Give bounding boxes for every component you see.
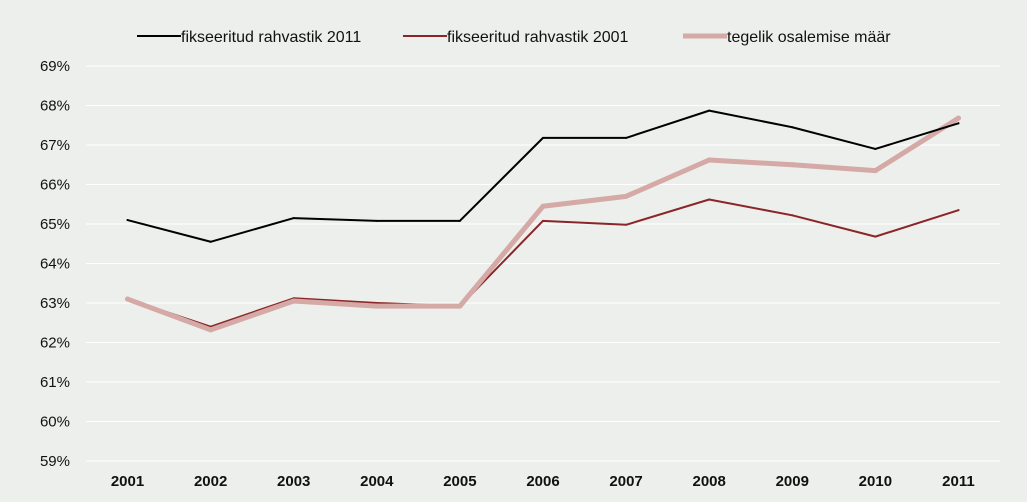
y-tick-label: 69%: [40, 58, 70, 75]
x-tick-label: 2009: [776, 473, 809, 490]
y-tick-label: 68%: [40, 98, 70, 115]
data-point: [542, 219, 544, 222]
x-tick-label: 2006: [526, 473, 559, 490]
data-point: [874, 147, 877, 150]
data-point: [375, 302, 378, 304]
data-point: [375, 219, 378, 222]
data-point: [125, 296, 131, 302]
x-tick-label: 2004: [360, 473, 394, 490]
y-tick-label: 63%: [40, 295, 70, 312]
x-tick-label: 2011: [942, 473, 975, 490]
grid: [86, 65, 1000, 462]
x-tick-label: 2001: [111, 473, 144, 490]
data-point: [291, 298, 297, 304]
data-point: [540, 203, 546, 209]
data-point: [708, 109, 711, 112]
x-axis: 2001 2002 2003 2004 2005 2006 2007 2008 2009 2010…: [111, 473, 975, 490]
data-point: [542, 136, 544, 139]
y-tick-label: 62%: [40, 335, 70, 352]
data-point: [789, 162, 795, 168]
x-tick-label: 2007: [609, 473, 642, 490]
legend-label: tegelik osalemise määr: [727, 29, 891, 46]
data-point: [625, 223, 628, 226]
data-point: [955, 115, 961, 121]
data-point: [957, 209, 960, 212]
data-point: [457, 303, 463, 309]
data-point: [957, 122, 960, 125]
legend-label: fikseeritud rahvastik 2011: [181, 29, 361, 46]
data-point: [126, 219, 129, 222]
data-point: [706, 157, 712, 163]
y-tick-label: 66%: [40, 177, 70, 194]
x-tick-label: 2005: [443, 473, 476, 490]
data-point: [623, 193, 629, 199]
y-axis: 59% 60% 61% 62% 63% 64% 65% 66% 67% 68% 69%: [40, 58, 70, 470]
series-lines: [125, 109, 961, 333]
data-point: [708, 198, 711, 201]
data-point: [872, 168, 878, 174]
y-tick-label: 67%: [40, 137, 70, 154]
x-tick-label: 2008: [692, 473, 725, 490]
data-point: [791, 214, 794, 217]
x-tick-label: 2002: [194, 473, 227, 490]
x-tick-label: 2010: [859, 473, 892, 490]
x-tick-label: 2003: [277, 473, 310, 490]
data-point: [208, 327, 214, 333]
y-tick-label: 64%: [40, 256, 70, 273]
y-tick-label: 61%: [40, 374, 70, 391]
data-point: [791, 126, 794, 129]
legend-label: fikseeritud rahvastik 2001: [447, 29, 629, 46]
data-point: [458, 219, 461, 222]
legend: fikseeritud rahvastik 2011 fikseeritud ra…: [137, 29, 891, 46]
data-point: [625, 136, 628, 139]
data-point: [874, 235, 877, 238]
y-tick-label: 59%: [40, 453, 70, 470]
data-point: [292, 217, 295, 220]
y-tick-label: 65%: [40, 216, 70, 233]
data-point: [374, 303, 380, 309]
y-tick-label: 60%: [40, 414, 70, 431]
data-point: [209, 240, 212, 243]
